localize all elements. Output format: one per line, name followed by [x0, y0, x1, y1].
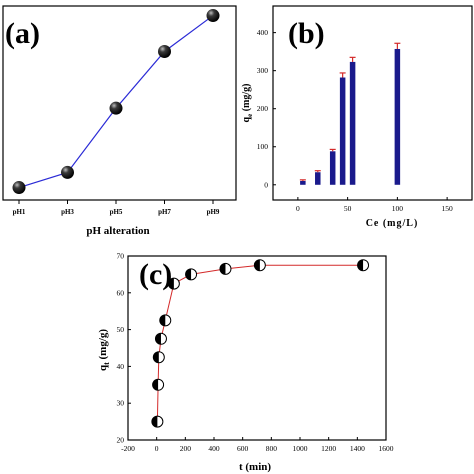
panel-b-xtick-label: 50	[344, 204, 352, 213]
panel-c-xtick-label: 1000	[293, 444, 308, 453]
panel-c-label: (c)	[139, 258, 172, 291]
panel-a-xtick-label: pH5	[110, 208, 123, 216]
panel-c-point-fill	[357, 259, 364, 271]
panel-c-xtick-label: 200	[180, 444, 192, 453]
panel-c-ylabel-main: q	[97, 364, 109, 371]
panel-a-point	[206, 9, 220, 23]
panel-b-ytick-label: 200	[257, 104, 269, 113]
panel-c-ytick-label: 50	[117, 325, 125, 334]
panel-c-point	[357, 259, 370, 272]
panel-b-xtick-label: 0	[296, 204, 300, 213]
panel-b-bar	[349, 61, 356, 185]
panel-c-point	[253, 259, 266, 272]
panel-c-ytick-label: 60	[117, 288, 125, 297]
panel-a-frame	[2, 5, 237, 201]
panel-b-bar	[339, 77, 346, 185]
panel-c-xtick-label: 600	[237, 444, 249, 453]
panel-c-xlabel: t (min)	[239, 461, 271, 473]
panel-b-ytick-label: 400	[257, 28, 269, 37]
panel-c-xtick-label: 1200	[321, 444, 336, 453]
panel-c-point	[185, 268, 198, 281]
panel-c-point	[151, 415, 164, 428]
panel-c-point-fill	[219, 263, 226, 275]
panel-c-point-fill	[152, 379, 159, 391]
panel-c-xtick-label: 1400	[350, 444, 365, 453]
panel-b-xtick-label: 150	[442, 204, 454, 213]
panel-b-xlabel: Ce (mg/L)	[366, 218, 419, 229]
panel-c-point-fill	[153, 351, 159, 363]
panel-c-ytick-label: 70	[117, 252, 125, 261]
panel-c-point	[152, 378, 165, 391]
panel-c-ytick-label: 20	[117, 436, 125, 445]
panel-c-point	[152, 351, 165, 364]
panel-a-label: (a)	[5, 17, 40, 50]
panel-c: (c) -200 0 200 400 600 800 1000 1200 1400 1600 20 3…	[97, 252, 394, 474]
panel-c-point	[159, 314, 172, 327]
panel-c-series-line	[156, 264, 364, 422]
panel-c-frame	[127, 255, 387, 441]
panel-b-bar	[329, 151, 336, 185]
panel-a-xtick-label: pH9	[207, 208, 220, 216]
panel-c-point-fill	[155, 333, 161, 345]
panel-c-ylabel-rest: (mg/g)	[97, 329, 109, 363]
panel-c-xtick-label: 0	[155, 444, 159, 453]
panel-c-ytick-label: 40	[117, 362, 125, 371]
panel-a-point	[61, 165, 74, 179]
panel-a-xtick-label: pH7	[158, 208, 171, 216]
panel-c-point-fill	[151, 416, 158, 428]
panel-c-point	[167, 277, 180, 290]
panel-c-xtick-label: 400	[208, 444, 220, 453]
panel-c-point-fill	[159, 314, 166, 326]
panel-c-ytick-label: 30	[117, 399, 125, 408]
panel-b-ytick-label: 100	[257, 142, 269, 151]
panel-a-series-line	[18, 15, 214, 189]
panel-b-bar	[315, 172, 321, 185]
panel-b: (b) 0 50 100 150 0 100 200 300 400 qe (mg/g) Ce …	[241, 5, 473, 229]
panel-c-xtick-label: 1600	[379, 444, 394, 453]
panel-c-point-fill	[254, 259, 260, 271]
panel-c-point	[219, 262, 232, 275]
panel-b-ylabel-main: q	[241, 116, 252, 122]
panel-b-bar	[394, 48, 401, 185]
panel-c-point	[154, 332, 167, 345]
panel-b-label: (b)	[288, 17, 325, 50]
panel-c-xtick-label: 800	[266, 444, 278, 453]
panel-a-xtick-label: pH3	[61, 208, 74, 216]
panel-b-ytick-label: 300	[257, 66, 269, 75]
panel-c-ylabel-sub: t	[102, 362, 111, 365]
panel-a: (a) pH1 pH3 pH5 pH7 pH9 pH alteration	[2, 5, 237, 237]
panel-c-ylabel: qt (mg/g)	[97, 329, 111, 371]
panel-c-point-fill	[185, 268, 192, 280]
panel-a-point	[109, 101, 123, 115]
panel-c-point-fill	[168, 278, 174, 290]
panel-c-xtick-label: -200	[121, 444, 135, 453]
panel-b-ytick-label: 0	[264, 180, 268, 189]
panel-a-xlabel: pH alteration	[86, 225, 149, 237]
panel-b-bar	[300, 180, 306, 185]
panel-b-xtick-label: 100	[392, 204, 404, 213]
panel-b-ylabel-rest: (mg/g)	[241, 84, 252, 114]
panel-a-xtick-label: pH1	[13, 208, 26, 216]
panel-b-ylabel-sub: e	[246, 114, 254, 117]
panel-b-ylabel: qe (mg/g)	[241, 84, 254, 123]
panel-a-point	[12, 181, 26, 195]
panel-a-point	[158, 44, 171, 58]
panel-b-frame	[272, 5, 473, 201]
